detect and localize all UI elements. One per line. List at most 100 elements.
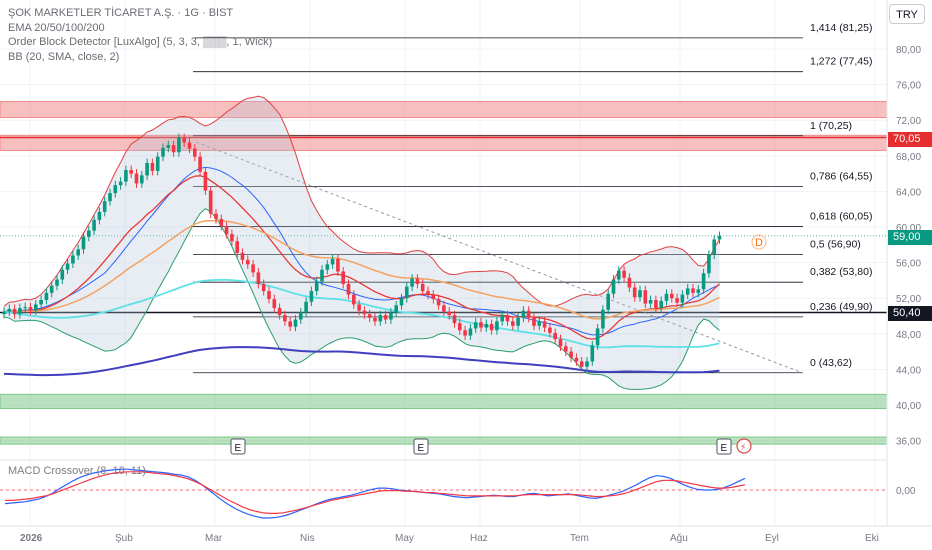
candle-body [81,236,86,250]
indicator-order-block[interactable]: Order Block Detector [LuxAlgo] (5, 3, 3,… [8,36,273,48]
current-price-tag: 59,00 [888,230,932,245]
candle-body [670,293,674,299]
x-axis-month-label: Haz [470,533,488,544]
indicator-bollinger[interactable]: BB (20, SMA, close, 2) [8,50,120,63]
candle-body [680,294,685,303]
candle-body [410,278,414,287]
candle-body [102,201,107,212]
candle-body [526,310,531,318]
y-axis-tick-label: 64,00 [896,187,921,198]
candle-body [193,148,197,157]
symbol-title[interactable]: ŞOK MARKETLER TİCARET A.Ş. · 1G · BIST [8,7,234,19]
candle-body [28,307,33,311]
candle-body [436,299,441,306]
x-axis-month-label: Nis [300,533,314,544]
y-axis-tick-label: 60,00 [896,223,921,234]
candle-body [399,298,404,306]
candle-body [505,315,510,322]
candle-body [187,142,192,149]
candle-body [654,299,658,308]
fib-level-label: 1,272 (77,45) [810,56,872,68]
candle-body [463,330,467,336]
candle-body [277,307,282,316]
candle-body [224,226,229,235]
candle-body [304,301,308,313]
candle-body [415,278,420,284]
candle-body [134,173,139,184]
candle-body [383,315,388,320]
candle-body [717,235,722,240]
ema-100-line [3,279,720,349]
candle-body [23,307,27,309]
candle-body [246,259,250,265]
candle-body [479,322,483,328]
candle-body [182,138,186,143]
candle-body [267,291,271,300]
candle-body [484,324,489,328]
candle-body [553,332,557,340]
candle-body [707,254,711,274]
candle-body [585,361,589,367]
y-axis-tick-label: 52,00 [896,294,921,305]
earnings-marker-label: E [721,443,728,454]
candle-body [92,219,96,231]
candle-body [283,315,287,322]
candle-body [627,277,632,288]
candle-body [473,322,478,329]
candle-body [7,308,12,312]
chart-legend: ŞOK MARKETLER TİCARET A.Ş. · 1G · BIST E… [8,6,272,64]
macd-signal-line [5,471,746,514]
fib-level-label: 0,236 (49,90) [810,301,872,313]
candle-body [564,346,568,352]
y-axis-tick-label: 80,00 [896,45,921,56]
candle-body [325,264,330,270]
candle-body [145,162,149,176]
candle-body [60,269,65,280]
candle-body [468,328,473,336]
candle-body [320,269,324,282]
lightning-icon: ⚡ [740,442,746,452]
candle-body [685,288,690,295]
candle-body [118,181,123,186]
candle-body [198,156,202,172]
candle-body [177,138,181,153]
candle-body [214,213,218,219]
candle-body [330,259,335,265]
x-axis-month-label: Mar [205,533,223,544]
candle-body [489,324,494,331]
y-axis-tick-label: 72,00 [896,116,921,127]
candle-body [235,241,239,253]
candle-body [542,321,547,328]
candle-body [548,327,552,333]
fib-level-label: 1,414 (81,25) [810,22,872,34]
ema-50-line [3,219,720,320]
earnings-marker-label: E [418,443,425,454]
order-block-zone [0,101,888,119]
candle-body [150,162,155,171]
currency-button[interactable]: TRY [889,4,925,24]
ema-20-line [3,175,720,340]
candle-body [601,309,605,329]
candle-body [500,315,504,322]
y-axis-tick-label: 48,00 [896,330,921,341]
trend-line [195,141,804,374]
candle-body [346,283,351,295]
candle-body [362,310,367,315]
candle-body [638,290,642,298]
dividend-marker-icon [736,438,752,454]
y-axis-tick-label: 40,00 [896,401,921,412]
signal-marker-label: D [755,237,763,249]
macd-indicator-label[interactable]: MACD Crossover (8, 16, 11) [8,465,146,477]
candle-body [516,317,520,326]
candle-body [622,270,626,278]
candle-body [44,292,49,300]
candle-body [495,321,499,331]
candle-body [55,279,59,286]
candle-body [701,273,706,290]
indicator-ema[interactable]: EMA 20/50/100/200 [8,21,105,34]
candle-body [537,321,542,326]
candle-body [532,317,536,326]
macd-zero-label: 0,00 [896,486,916,497]
